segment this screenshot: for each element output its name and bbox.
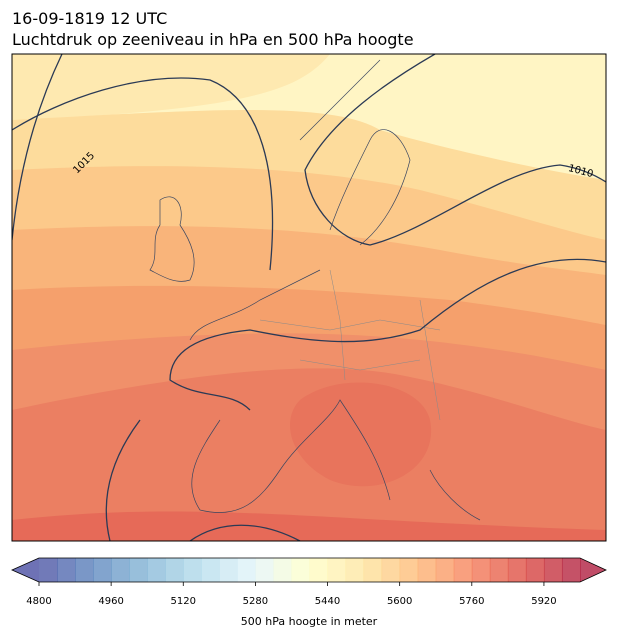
colorbar-tick-label: 5600 [387,596,412,607]
colorbar-segment [75,558,94,582]
colorbar-segment [543,558,563,582]
colorbar-segment [165,558,184,582]
colorbar-tick-label: 5760 [459,596,484,607]
colorbar-segment [129,558,148,582]
colorbar-segment [507,558,527,582]
colorbar-tick-label: 5920 [531,596,556,607]
colorbar-outline [11,557,607,583]
colorbar-tick-label: 4960 [98,596,123,607]
colorbar-segment [111,558,130,582]
colorbar-segment [489,558,509,582]
colorbar-tick-label: 4800 [26,596,51,607]
colorbar-segment [57,558,76,582]
colorbar-segment [525,558,545,582]
colorbar-segment [309,558,329,582]
colorbar-segment [183,558,202,582]
colorbar-segment [201,558,220,582]
colorbar-segment [561,558,581,582]
colorbar: 4800 4960 5120 5280 5440 5600 5760 5920 [11,557,607,607]
colorbar-segment [363,558,383,582]
colorbar-segment [255,558,274,582]
colorbar-segment [381,558,401,582]
colorbar-tick-label: 5280 [243,596,268,607]
colorbar-segment [435,558,455,582]
subtitle: Luchtdruk op zeeniveau in hPa en 500 hPa… [12,30,414,49]
colorbar-segment [147,558,166,582]
colorbar-tick-label: 5440 [315,596,340,607]
colorbar-segment [291,558,310,582]
colorbar-label: 500 hPa hoogte in meter [241,615,378,628]
title: 16-09-1819 12 UTC [12,9,167,28]
colorbar-extend-high [580,558,606,582]
colorbar-extend-low [12,558,39,582]
colorbar-segment [273,558,292,582]
colorbar-segment [453,558,473,582]
colorbar-segment [471,558,491,582]
colorbar-segment [219,558,238,582]
colorbar-segment [237,558,256,582]
colorbar-segment [417,558,437,582]
colorbar-segment [327,558,347,582]
map: 1015 1010 [12,54,606,541]
colorbar-segment [399,558,419,582]
colorbar-segment [39,558,58,582]
colorbar-segment [345,558,365,582]
map-frame [11,53,607,542]
colorbar-segment [93,558,112,582]
colorbar-tick-label: 5120 [171,596,196,607]
